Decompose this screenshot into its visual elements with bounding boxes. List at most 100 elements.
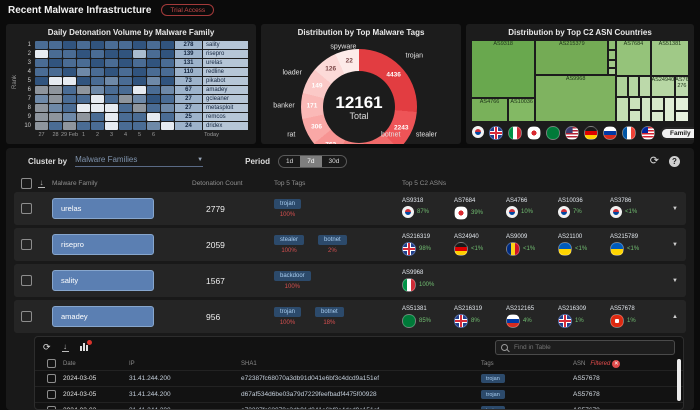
- heatmap-cell[interactable]: [77, 86, 90, 94]
- treemap-cell-as9318[interactable]: AS9318: [471, 40, 536, 99]
- heatmap-cell[interactable]: [147, 41, 160, 49]
- heatmap-cell[interactable]: [91, 113, 104, 121]
- heatmap-cell[interactable]: [105, 59, 118, 67]
- heatmap-cell[interactable]: [49, 68, 62, 76]
- heatmap-cell[interactable]: [161, 104, 174, 112]
- refresh-icon[interactable]: ⟳: [649, 155, 659, 167]
- heatmap-cell[interactable]: [35, 41, 48, 49]
- heatmap-cell[interactable]: [35, 86, 48, 94]
- heatmap-cell[interactable]: [91, 104, 104, 112]
- tag-pill[interactable]: botnet: [318, 235, 347, 245]
- heatmap-cell[interactable]: [49, 59, 62, 67]
- heatmap-cell[interactable]: [161, 113, 174, 121]
- table-row-risepro[interactable]: risepro 2059 stealer 100% botnet 2% AS216319 98…: [14, 228, 686, 261]
- treemap-cell[interactable]: [629, 97, 642, 110]
- period-30d-button[interactable]: 30d: [322, 156, 347, 167]
- subtable-row[interactable]: 2024-03-05 31.41.244.200 e72387fc68070a3db…: [35, 370, 683, 386]
- heatmap-cell[interactable]: [161, 41, 174, 49]
- heatmap-cell[interactable]: [77, 59, 90, 67]
- heatmap-cell[interactable]: [77, 95, 90, 103]
- row-checkbox[interactable]: [20, 311, 32, 322]
- heatmap-cell[interactable]: [147, 50, 160, 58]
- columns-chart-icon[interactable]: [79, 340, 92, 351]
- sample-sha1[interactable]: e72387fc68070a3db91d041e6bf3c4dcd9a151ef: [241, 375, 380, 382]
- heatmap-cell[interactable]: [91, 95, 104, 103]
- heatmap-cell[interactable]: [161, 68, 174, 76]
- treemap-cell[interactable]: [638, 76, 651, 98]
- heatmap-cell[interactable]: [63, 41, 76, 49]
- heatmap-cell[interactable]: [133, 59, 146, 67]
- cluster-by-select[interactable]: Malware Families ▼: [75, 155, 204, 167]
- table-row-amadey[interactable]: amadey 956 trojan 100% botnet 18% AS51381 85% AS…: [14, 300, 686, 333]
- treemap-cell[interactable]: [615, 76, 628, 98]
- table-row-sality[interactable]: sality 1567 backdoor 100% AS9968 100% ▼: [14, 264, 686, 297]
- treemap-cell[interactable]: [629, 109, 642, 122]
- heatmap-cell[interactable]: [91, 59, 104, 67]
- heatmap-cell[interactable]: [35, 77, 48, 85]
- treemap-cell-as24940[interactable]: AS24940: [650, 76, 675, 98]
- asn-label[interactable]: AS57678: [573, 391, 600, 398]
- heatmap-cell[interactable]: [133, 41, 146, 49]
- family-button[interactable]: urelas: [52, 198, 154, 219]
- heatmap-cell[interactable]: [35, 113, 48, 121]
- heatmap-cell[interactable]: [105, 95, 118, 103]
- treemap-cell[interactable]: [650, 97, 664, 112]
- treemap-cell-as51381[interactable]: AS51381: [650, 40, 689, 77]
- asn-label[interactable]: AS3786: [610, 197, 632, 204]
- treemap-cell[interactable]: [650, 111, 664, 122]
- tag-pill[interactable]: trojan: [274, 199, 302, 209]
- heatmap-cell[interactable]: [77, 122, 90, 130]
- heatmap-cell[interactable]: [35, 122, 48, 130]
- c2-ip[interactable]: 31.41.244.200: [129, 407, 241, 409]
- treemap-cell-as76276[interactable]: AS76276: [674, 76, 689, 98]
- subtable-row[interactable]: 2024-03-0331.41.244.200e72387fc68070a3db…: [35, 402, 683, 409]
- heatmap-cell[interactable]: [105, 113, 118, 121]
- treemap-cell[interactable]: [627, 76, 639, 98]
- heatmap-cell[interactable]: [133, 104, 146, 112]
- sample-sha1[interactable]: e72387fc68070a3db91d041e6bf3c4dcd9a151ef: [241, 407, 481, 409]
- tag-pill[interactable]: trojan: [481, 390, 505, 399]
- subtable-row[interactable]: 2024-03-05 31.41.244.200 d67af534d6be03a79…: [35, 386, 683, 402]
- treemap-cell-as10036[interactable]: AS10036: [508, 98, 536, 122]
- chevron-up-icon[interactable]: ▲: [672, 313, 678, 320]
- heatmap-cell[interactable]: [63, 59, 76, 67]
- asn-label[interactable]: AS21100: [558, 233, 583, 240]
- heatmap-cell[interactable]: [119, 77, 132, 85]
- heatmap-cell[interactable]: [77, 77, 90, 85]
- heatmap-cell[interactable]: [105, 50, 118, 58]
- treemap-cell[interactable]: [608, 49, 616, 60]
- refresh-icon[interactable]: ⟳: [43, 341, 51, 352]
- table-row-urelas[interactable]: urelas 2779 trojan 100% AS9318 87% AS7684 39% AS…: [14, 192, 686, 225]
- heatmap-cell[interactable]: [147, 95, 160, 103]
- heatmap-cell[interactable]: [105, 41, 118, 49]
- heatmap-cell[interactable]: [63, 50, 76, 58]
- heatmap-cell[interactable]: [49, 104, 62, 112]
- chevron-down-icon[interactable]: ▼: [672, 277, 678, 284]
- heatmap-cell[interactable]: [147, 59, 160, 67]
- sample-sha1[interactable]: d67af534d6be03a79d7229feefbadf4475f00928: [241, 391, 377, 398]
- family-button[interactable]: amadey: [52, 306, 154, 327]
- heatmap-cell[interactable]: [161, 95, 174, 103]
- row-checkbox[interactable]: [20, 275, 32, 286]
- asn-label[interactable]: AS215789: [610, 233, 639, 240]
- heatmap-cell[interactable]: [105, 122, 118, 130]
- heatmap-cell[interactable]: [77, 68, 90, 76]
- heatmap-cell[interactable]: [91, 41, 104, 49]
- asn-label[interactable]: AS10036: [558, 197, 583, 204]
- heatmap-cell[interactable]: [119, 113, 132, 121]
- heatmap-cell[interactable]: [63, 122, 76, 130]
- heatmap-cell[interactable]: [91, 50, 104, 58]
- find-in-table-input[interactable]: [512, 342, 669, 352]
- heatmap-cell[interactable]: [119, 68, 132, 76]
- treemap-cell-as9968[interactable]: AS9968: [535, 75, 616, 122]
- tag-pill[interactable]: trojan: [274, 307, 302, 317]
- asn-label[interactable]: AS4766: [506, 197, 528, 204]
- select-all-checkbox[interactable]: [46, 359, 56, 368]
- help-icon[interactable]: ?: [669, 155, 680, 167]
- download-icon[interactable]: ↓: [61, 341, 69, 352]
- heatmap-cell[interactable]: [119, 95, 132, 103]
- heatmap-cell[interactable]: [49, 77, 62, 85]
- tag-pill[interactable]: trojan: [481, 406, 505, 409]
- c2-ip[interactable]: 31.41.244.200: [129, 391, 171, 398]
- heatmap-cell[interactable]: [161, 77, 174, 85]
